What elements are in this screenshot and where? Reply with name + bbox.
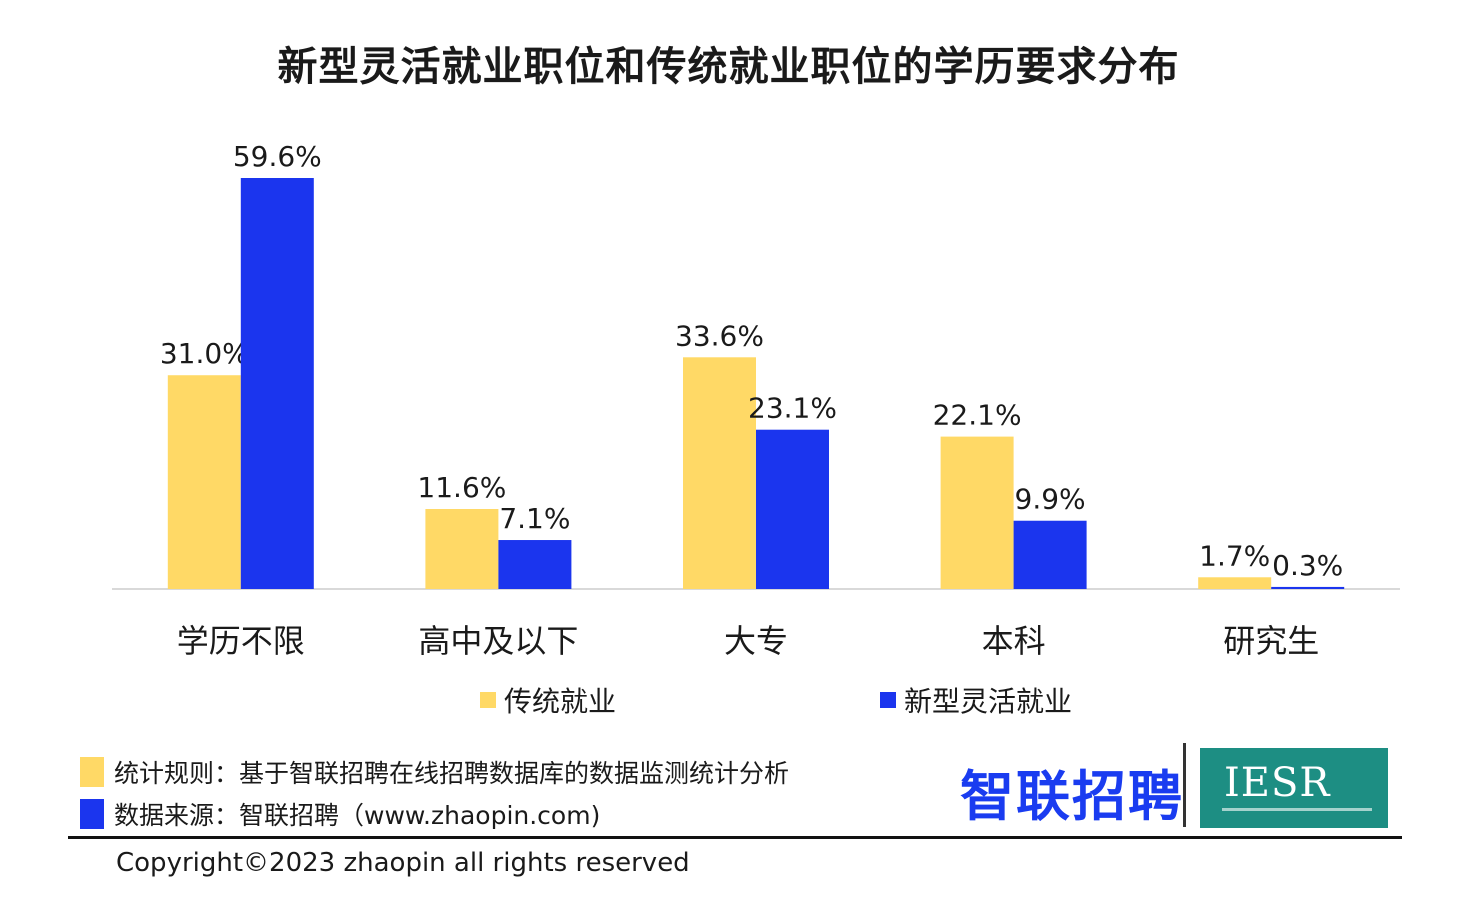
category-label-2: 大专: [724, 622, 788, 660]
category-label-3: 本科: [982, 622, 1046, 660]
bar-flexible-3: [1013, 520, 1087, 589]
bar-traditional-0: [167, 375, 241, 589]
data-label-flexible-1: 7.1%: [499, 502, 570, 535]
data-label-flexible-3: 9.9%: [1015, 483, 1086, 516]
legend-swatch-flexible: [880, 692, 896, 708]
note-source-text: 数据来源：智联招聘（www.zhaopin.com): [114, 801, 601, 830]
logo-divider: [1183, 743, 1186, 827]
data-label-traditional-2: 33.6%: [675, 319, 764, 352]
data-label-traditional-3: 22.1%: [933, 399, 1022, 432]
legend-label-flexible: 新型灵活就业: [904, 685, 1073, 718]
bar-traditional-4: [1198, 577, 1272, 589]
iesr-logo-text: IESR: [1224, 760, 1331, 806]
copyright-text: Copyright©2023 zhaopin all rights reserv…: [116, 848, 690, 878]
bar-flexible-2: [756, 429, 829, 589]
note-rule: 统计规则：基于智联招聘在线招聘数据库的数据监测统计分析: [80, 754, 789, 790]
iesr-logo: IESR: [1200, 748, 1388, 828]
bar-traditional-1: [425, 509, 499, 589]
category-label-4: 研究生: [1223, 622, 1319, 660]
bar-flexible-1: [498, 540, 572, 589]
bar-traditional-2: [683, 357, 756, 589]
bar-chart: 31.0% 59.6% 学历不限 11.6%7.1% 高中及以下 33.6% 23.1% 大专…: [112, 140, 1400, 660]
zhaopin-logo: 智联招聘: [960, 765, 1184, 828]
note-rule-text: 统计规则：基于智联招聘在线招聘数据库的数据监测统计分析: [114, 759, 790, 788]
category-label-1: 高中及以下: [418, 622, 578, 660]
legend-item-traditional: 传统就业: [480, 680, 616, 720]
legend-item-flexible: 新型灵活就业: [880, 680, 1072, 720]
category-label-0: 学历不限: [177, 622, 305, 660]
iesr-logo-underline: [1222, 808, 1372, 811]
note-source-swatch: [80, 799, 104, 829]
data-label-flexible-2: 23.1%: [748, 392, 837, 425]
data-label-flexible-0: 59.6%: [233, 140, 322, 173]
data-label-flexible-4: 0.3%: [1272, 549, 1343, 582]
bar-flexible-4: [1271, 586, 1345, 589]
footer-rule: [68, 836, 1402, 839]
legend-swatch-traditional: [480, 692, 496, 708]
note-source: 数据来源：智联招聘（www.zhaopin.com): [80, 796, 600, 832]
bar-flexible-0: [240, 178, 314, 589]
legend-label-traditional: 传统就业: [504, 685, 617, 718]
note-rule-swatch: [80, 757, 104, 787]
data-label-traditional-1: 11.6%: [417, 471, 506, 504]
chart-title: 新型灵活就业职位和传统就业职位的学历要求分布: [277, 44, 1180, 90]
data-label-traditional-0: 31.0%: [160, 337, 249, 370]
bar-traditional-3: [940, 436, 1014, 589]
data-label-traditional-4: 1.7%: [1199, 539, 1270, 572]
